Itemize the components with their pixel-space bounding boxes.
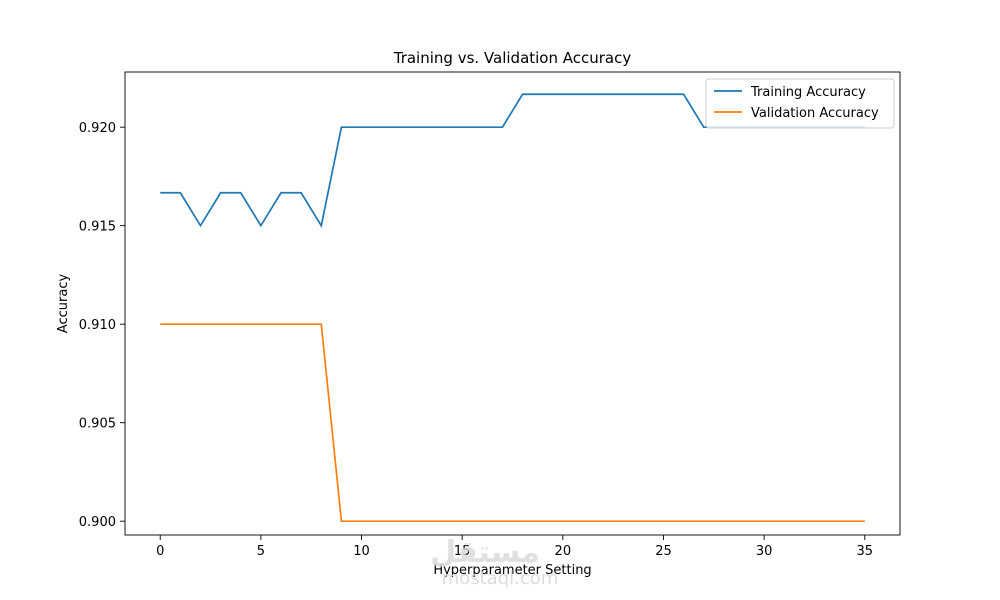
x-tick-label: 35	[856, 544, 873, 559]
watermark-site: mostaql.com	[442, 568, 559, 589]
y-axis-label: Accuracy	[56, 274, 71, 334]
x-tick-label: 30	[756, 544, 773, 559]
y-axis-ticks: 0.900 0.905 0.910 0.915 0.920	[79, 121, 125, 530]
y-tick-label: 0.900	[79, 515, 116, 530]
y-tick-label: 0.920	[79, 121, 116, 136]
x-tick-label: 10	[353, 544, 370, 559]
x-tick-label: 25	[655, 544, 672, 559]
series-line-validation-accuracy	[160, 323, 865, 523]
watermark-logo: مستقل	[430, 535, 540, 570]
watermark: مستقل mostaql.com	[430, 535, 558, 589]
x-axis-ticks: 0 5 10 15 20 25 30 35	[156, 535, 873, 559]
legend-label: Validation Accuracy	[751, 106, 879, 121]
x-tick-label: 5	[257, 544, 265, 559]
legend-box	[705, 78, 895, 129]
chart-title: Training vs. Validation Accuracy	[393, 49, 632, 67]
x-axis-label: Hyperparameter Setting	[433, 563, 591, 578]
legend: Training Accuracy Validation Accuracy	[705, 78, 895, 129]
y-tick-label: 0.910	[79, 318, 116, 333]
x-tick-label: 15	[454, 544, 471, 559]
x-tick-label: 0	[156, 544, 164, 559]
y-tick-label: 0.915	[79, 220, 116, 235]
y-tick-label: 0.905	[79, 417, 116, 432]
x-tick-label: 20	[555, 544, 572, 559]
legend-label: Training Accuracy	[750, 85, 866, 100]
axes-frame	[124, 71, 901, 536]
